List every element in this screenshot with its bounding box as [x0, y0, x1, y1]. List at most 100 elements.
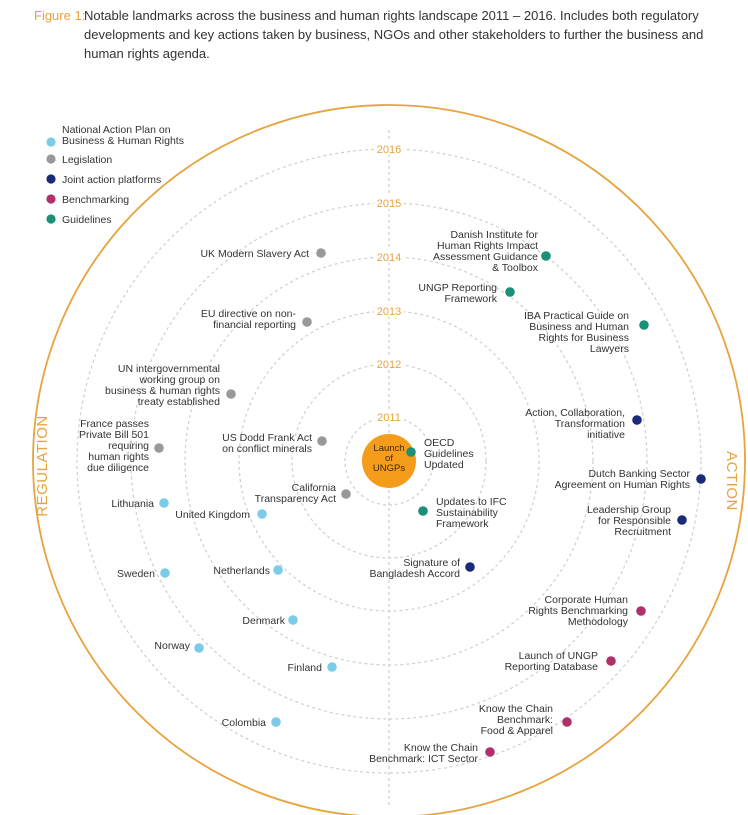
landmark-label: IBA Practical Guide on	[524, 310, 629, 322]
outer-ring	[32, 104, 746, 815]
landmark-label: due diligence	[87, 462, 149, 474]
landmark-label: Know the Chain	[479, 703, 553, 715]
landmark-label: Framework	[444, 293, 497, 305]
landmark-label: Private Bill 501	[79, 429, 149, 441]
center-label-line: Launch	[373, 443, 404, 454]
year-label-bg	[374, 141, 404, 155]
landmark-label: Leadership Group	[587, 504, 671, 516]
side-label-regulation: REGULATION	[34, 415, 51, 516]
legend-swatch	[46, 137, 56, 147]
landmark-nap: United Kingdom	[175, 509, 267, 521]
side-labels: REGULATION ACTION	[34, 415, 740, 516]
landmark-label: Guidelines	[424, 448, 474, 460]
landmark-nap: Denmark	[242, 615, 298, 627]
landmark-label: Reporting Database	[505, 661, 599, 673]
landmark-label: initiative	[587, 429, 625, 441]
landmark-dot	[505, 287, 515, 297]
landmark-leg: EU directive on non-financial reporting	[201, 308, 312, 331]
landmark-label: Lawyers	[590, 343, 629, 355]
legend-label: Joint action platforms	[62, 174, 161, 186]
landmark-dot	[271, 717, 281, 727]
landmark-label: Rights for Business	[539, 332, 629, 344]
landmark-label: Lithuania	[111, 498, 154, 510]
landmark-label: Netherlands	[213, 565, 270, 577]
year-label-2015: 2015	[377, 198, 401, 210]
center-label-line: UNGPs	[373, 463, 405, 474]
landmark-items: UK Modern Slavery Act EU directive on non…	[79, 229, 706, 765]
outer-circle	[32, 104, 746, 815]
legend-swatch	[46, 174, 56, 184]
figure-label: Figure 1:	[34, 8, 86, 23]
legend-item-joint: Joint action platforms	[46, 174, 161, 186]
landmark-dot	[316, 248, 326, 258]
landmark-nap: Colombia	[222, 717, 281, 729]
year-label-bg	[374, 249, 404, 263]
figure-caption-text: Notable landmarks across the business an…	[84, 8, 704, 61]
landmark-label: Colombia	[222, 717, 267, 729]
legend-swatch	[46, 154, 56, 164]
year-ring-2016	[76, 148, 702, 774]
legend-label: Guidelines	[62, 214, 112, 226]
landmark-label: Benchmark: ICT Sector	[369, 753, 478, 765]
year-ring-2011	[344, 416, 434, 506]
landmark-label: Bangladesh Accord	[370, 568, 461, 580]
landmark-label: Danish Institute for	[450, 229, 538, 241]
landmark-dot	[541, 251, 551, 261]
landmark-dot	[485, 747, 495, 757]
landmark-label: Dutch Banking Sector	[588, 468, 690, 480]
landmark-dot	[159, 498, 169, 508]
landmark-joint: Action, Collaboration,Transformationinit…	[525, 407, 642, 441]
landmark-dot	[418, 506, 428, 516]
landmark-dot	[302, 317, 312, 327]
landmark-dot	[677, 515, 687, 525]
landmark-nap: Lithuania	[111, 498, 169, 510]
landmark-dot	[317, 436, 327, 446]
landmark-label: treaty established	[138, 396, 220, 408]
year-label-2011: 2011	[377, 412, 401, 424]
landmark-dot	[160, 568, 170, 578]
landmark-label: working group on	[138, 374, 220, 386]
landmark-label: Sweden	[117, 568, 155, 580]
landmark-label: Agreement on Human Rights	[555, 479, 690, 491]
landmark-dot	[257, 509, 267, 519]
landmark-label: Business and Human	[529, 321, 629, 333]
legend-item-guide: Guidelines	[46, 214, 112, 226]
landmark-label: Launch of UNGP	[519, 650, 598, 662]
landmark-dot	[465, 562, 475, 572]
landmark-label: Transparency Act	[255, 493, 336, 505]
year-labels: 2011 2012 2013 2014 2015 2016	[374, 141, 404, 424]
landmark-label: Know the Chain	[404, 742, 478, 754]
legend-label: National Action Plan on	[62, 124, 171, 136]
side-label-action: ACTION	[723, 451, 740, 511]
landmark-label: human rights	[88, 451, 149, 463]
landmark-label: requiring	[108, 440, 149, 452]
landmark-label: Framework	[436, 518, 489, 530]
landmark-label: Human Rights Impact	[437, 240, 538, 252]
year-label-2014: 2014	[377, 252, 401, 264]
landmark-label: Corporate Human	[545, 594, 629, 606]
landmark-label: & Toolbox	[492, 262, 539, 274]
landmark-dot	[327, 662, 337, 672]
landmark-label: United Kingdom	[175, 509, 250, 521]
landmark-label: Denmark	[242, 615, 285, 627]
landmark-leg: UK Modern Slavery Act	[200, 248, 326, 260]
legend-item-bench: Benchmarking	[46, 194, 129, 206]
legend-label: Business & Human Rights	[62, 135, 184, 147]
year-label-2013: 2013	[377, 306, 401, 318]
landmark-nap: Norway	[154, 640, 204, 653]
landmark-dot	[606, 656, 616, 666]
landmark-dot	[696, 474, 706, 484]
landmark-label: California	[292, 482, 337, 494]
landmark-label: Food & Apparel	[481, 725, 553, 737]
